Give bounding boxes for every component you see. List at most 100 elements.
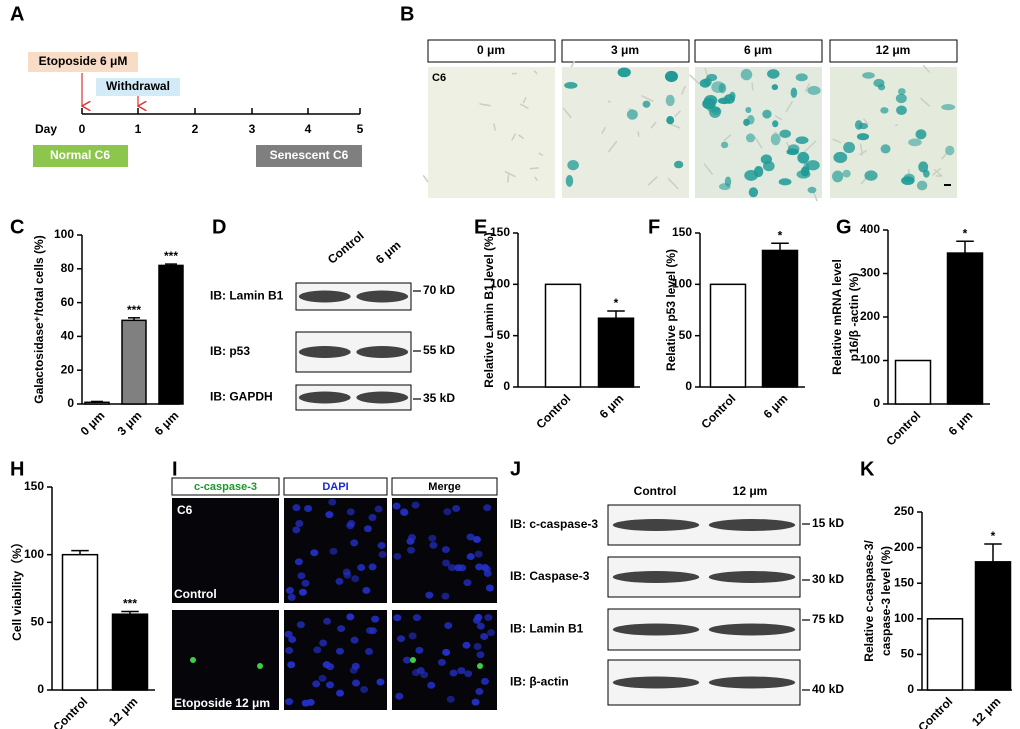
- cell: [919, 97, 931, 108]
- error-bar: [121, 610, 139, 615]
- panel-label: C: [10, 216, 24, 238]
- stained-cell: [626, 109, 638, 120]
- cell: [519, 103, 529, 110]
- nucleus: [323, 617, 332, 625]
- normal-label: Normal C6: [50, 148, 110, 162]
- nucleus: [392, 502, 401, 510]
- column-header: 3 μm: [611, 43, 639, 57]
- blot-label: IB: β-actin: [510, 675, 569, 689]
- band: [708, 676, 796, 689]
- size-marker: 55 kD: [423, 343, 455, 357]
- stained-cell: [807, 186, 817, 194]
- nucleus: [346, 522, 355, 530]
- size-marker: 15 kD: [812, 516, 844, 530]
- nucleus: [325, 511, 334, 519]
- y-tick-label: 0: [685, 379, 692, 393]
- y-tick-label: 100: [860, 353, 880, 367]
- nucleus: [395, 692, 404, 700]
- nucleus: [350, 636, 359, 644]
- y-tick-label: 100: [54, 227, 74, 241]
- y-axis-label: Relative Lamin B1 level (%): [482, 232, 496, 387]
- stained-cell: [786, 148, 799, 156]
- lane-label: Control: [325, 229, 367, 267]
- stained-cell: [567, 159, 579, 171]
- x-tick-label: Control: [915, 694, 955, 729]
- panel-label: F: [648, 216, 660, 238]
- y-tick-label: 150: [24, 479, 44, 493]
- nucleus: [284, 630, 293, 638]
- stained-cell: [864, 170, 878, 181]
- column-header: c-caspase-3: [194, 481, 257, 493]
- stained-cell: [897, 88, 906, 95]
- panel-label: K: [860, 458, 875, 480]
- size-marker: 75 kD: [812, 612, 844, 626]
- stained-cell: [908, 138, 922, 147]
- apoptotic-cell: [477, 663, 483, 669]
- senescent-label: Senescent C6: [270, 148, 349, 162]
- y-tick-label: 100: [24, 547, 44, 561]
- bar: [926, 618, 964, 691]
- error-bar: [607, 310, 625, 319]
- day-tick-label: 4: [305, 122, 312, 136]
- y-tick-label: 100: [894, 611, 914, 625]
- cell: [562, 107, 572, 119]
- stained-cell: [945, 145, 955, 156]
- x-tick-label: 6 μm: [597, 391, 627, 421]
- cell: [858, 149, 868, 156]
- y-tick-label: 200: [894, 540, 914, 554]
- y-axis-label: Galactosidase⁺/total cells (%): [32, 235, 46, 403]
- column-header: 0 μm: [477, 43, 505, 57]
- nucleus: [416, 666, 425, 674]
- day-tick-label: 2: [192, 122, 199, 136]
- stained-cell: [664, 70, 679, 83]
- nucleus: [318, 674, 327, 682]
- stained-cell: [729, 91, 736, 101]
- nucleus: [471, 698, 480, 706]
- nucleus: [368, 513, 377, 521]
- day-tick-label: 5: [357, 122, 364, 136]
- nucleus: [466, 533, 475, 541]
- y-axis-label: Relative p53 level (%): [664, 249, 678, 371]
- nucleus: [362, 586, 371, 594]
- nucleus: [474, 550, 483, 558]
- band: [708, 519, 796, 531]
- cell: [832, 138, 842, 144]
- x-tick-label: 12 μm: [969, 694, 1003, 728]
- nucleus: [472, 535, 481, 543]
- stained-cell: [665, 94, 675, 107]
- stained-cell: [565, 175, 574, 187]
- nucleus: [441, 592, 450, 600]
- nucleus: [312, 680, 321, 688]
- cell: [570, 60, 576, 68]
- stained-cell: [790, 87, 798, 98]
- nucleus: [346, 613, 355, 621]
- stained-cell: [747, 115, 755, 125]
- cell: [922, 64, 931, 73]
- nucleus: [288, 635, 297, 643]
- column-header-box: [694, 39, 823, 63]
- nucleus: [294, 558, 303, 566]
- nucleus: [378, 551, 387, 559]
- cell: [688, 74, 700, 85]
- y-tick-label: 50: [497, 328, 511, 342]
- bar: [709, 283, 747, 388]
- y-tick-label: 50: [679, 328, 693, 342]
- nucleus: [352, 679, 361, 687]
- cell: [667, 177, 679, 190]
- nucleus: [487, 629, 496, 637]
- significance: ***: [123, 597, 137, 611]
- nucleus: [393, 614, 402, 622]
- cell: [506, 174, 510, 183]
- nucleus: [313, 646, 322, 654]
- cell: [493, 123, 497, 131]
- stained-cell: [858, 122, 869, 130]
- nucleus: [297, 572, 306, 580]
- fluorescence-image: [172, 498, 279, 603]
- day-tick-label: 1: [135, 122, 142, 136]
- x-tick-label: Control: [883, 408, 923, 448]
- error-bar: [165, 263, 177, 266]
- y-tick-label: 40: [61, 329, 75, 343]
- nucleus: [463, 579, 472, 587]
- y-tick-label: 150: [490, 225, 510, 239]
- stained-cell: [673, 160, 684, 169]
